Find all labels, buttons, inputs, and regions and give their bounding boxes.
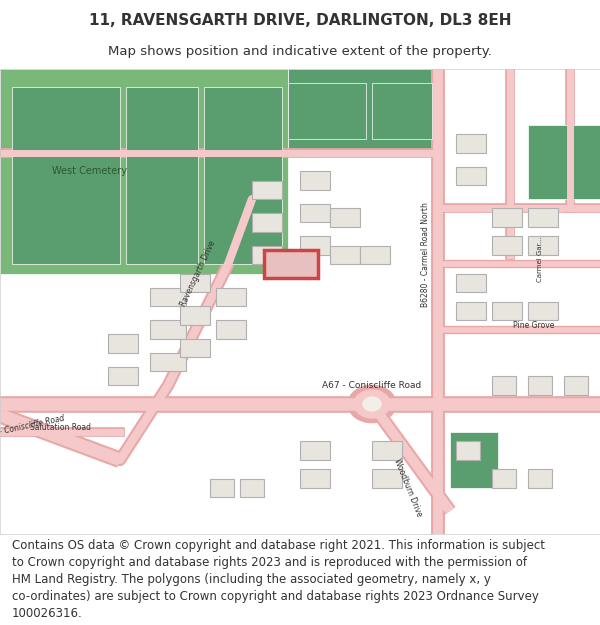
Bar — [252, 246, 282, 264]
Text: Contains OS data © Crown copyright and database right 2021. This information is : Contains OS data © Crown copyright and d… — [12, 539, 545, 620]
Bar — [204, 88, 282, 264]
Bar — [288, 82, 366, 139]
Bar — [150, 288, 186, 306]
Text: A67 - Coniscliffe Road: A67 - Coniscliffe Road — [0, 414, 66, 441]
Text: Woodburn Drive: Woodburn Drive — [392, 458, 424, 518]
Bar — [360, 246, 390, 264]
Text: Map shows position and indicative extent of the property.: Map shows position and indicative extent… — [108, 45, 492, 58]
Bar — [456, 301, 486, 320]
Bar — [330, 246, 360, 264]
Text: Salutation Road: Salutation Road — [29, 423, 91, 432]
Bar — [150, 352, 186, 371]
Bar — [330, 209, 360, 227]
Circle shape — [354, 390, 390, 418]
Bar — [210, 479, 234, 497]
Bar — [240, 479, 264, 497]
Bar — [372, 441, 402, 460]
Bar — [300, 204, 330, 222]
Bar — [108, 334, 138, 352]
Text: Ravensgarth Drive: Ravensgarth Drive — [179, 239, 217, 308]
Circle shape — [348, 386, 396, 423]
Bar — [252, 213, 282, 232]
Bar — [528, 236, 558, 255]
Bar — [216, 288, 246, 306]
Bar — [126, 88, 198, 264]
Text: Pine Grove: Pine Grove — [514, 321, 554, 329]
Text: B6280 - Carmel Road North: B6280 - Carmel Road North — [421, 202, 431, 308]
Bar — [300, 441, 330, 460]
Bar — [456, 441, 480, 460]
Bar — [372, 469, 402, 488]
Bar — [528, 209, 558, 227]
Bar — [180, 306, 210, 325]
Text: West Cemetery: West Cemetery — [53, 166, 128, 176]
Bar — [456, 134, 486, 152]
Text: 11, RAVENSGARTH DRIVE, DARLINGTON, DL3 8EH: 11, RAVENSGARTH DRIVE, DARLINGTON, DL3 8… — [89, 12, 511, 28]
Bar — [528, 469, 552, 488]
Bar — [264, 251, 318, 278]
Bar — [492, 209, 522, 227]
Bar — [564, 376, 588, 395]
Text: A67 - Coniscliffe Road: A67 - Coniscliffe Road — [322, 381, 422, 390]
Text: Carmel Gar...: Carmel Gar... — [537, 237, 543, 282]
Bar — [150, 320, 186, 339]
Circle shape — [363, 397, 381, 411]
Polygon shape — [0, 69, 288, 274]
Bar — [528, 301, 558, 320]
Bar — [180, 274, 210, 292]
Polygon shape — [288, 69, 438, 152]
Bar — [108, 367, 138, 386]
Bar — [492, 301, 522, 320]
Bar — [528, 376, 552, 395]
Bar — [300, 469, 330, 488]
Bar — [492, 236, 522, 255]
Bar — [180, 339, 210, 357]
Bar — [372, 82, 432, 139]
Bar — [492, 376, 516, 395]
Bar — [492, 469, 516, 488]
Bar — [450, 432, 498, 488]
Bar — [300, 236, 330, 255]
Bar — [12, 88, 120, 264]
Bar — [528, 124, 600, 199]
Bar — [456, 166, 486, 185]
Bar — [252, 181, 282, 199]
Bar — [216, 320, 246, 339]
Bar — [300, 171, 330, 190]
Bar — [456, 274, 486, 292]
